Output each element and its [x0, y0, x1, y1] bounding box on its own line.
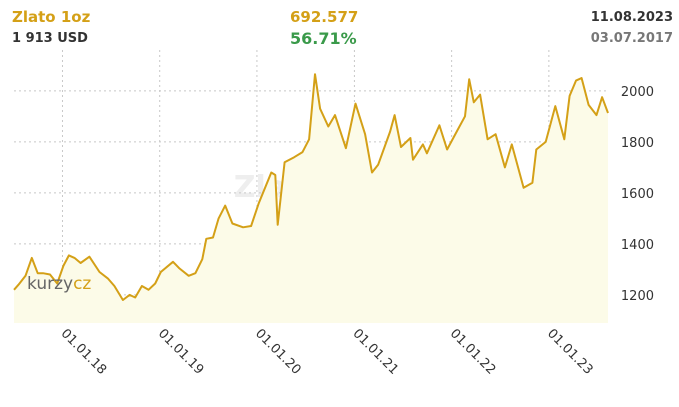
y-tick-label-4: 2000: [621, 85, 654, 100]
logo-part-2: cz: [73, 274, 91, 294]
x-tick-label-5: 01.01.23: [544, 326, 596, 378]
logo-part-1: kurzy: [27, 274, 73, 294]
price-line: [13, 73, 609, 301]
x-tick-label-1: 01.01.19: [155, 326, 207, 378]
y-tick-label-3: 1800: [621, 136, 654, 151]
end-date: 11.08.2023: [590, 10, 673, 25]
percent-change: 56.71%: [290, 29, 357, 48]
price-area: [14, 74, 608, 323]
current-price: 1 913 USD: [12, 31, 88, 46]
start-date: 03.07.2017: [590, 31, 673, 46]
absolute-change: 692.577: [290, 8, 359, 26]
y-tick-label-1: 1400: [621, 238, 654, 253]
x-tick-label-2: 01.01.20: [252, 326, 304, 378]
x-tick-label-0: 01.01.18: [58, 326, 110, 378]
kurzy-logo: kurzycz: [27, 274, 91, 294]
y-tick-label-0: 1200: [621, 289, 654, 304]
y-tick-label-2: 1600: [621, 187, 654, 202]
y-axis-ticks: 1200 1400 1600 1800 2000: [621, 85, 654, 304]
x-axis-ticks: 01.01.18 01.01.19 01.01.20 01.01.21 01.01.22…: [58, 326, 596, 378]
x-tick-label-3: 01.01.21: [350, 326, 402, 378]
instrument-title: Zlato 1oz: [12, 8, 91, 26]
x-tick-label-4: 01.01.22: [447, 326, 499, 378]
